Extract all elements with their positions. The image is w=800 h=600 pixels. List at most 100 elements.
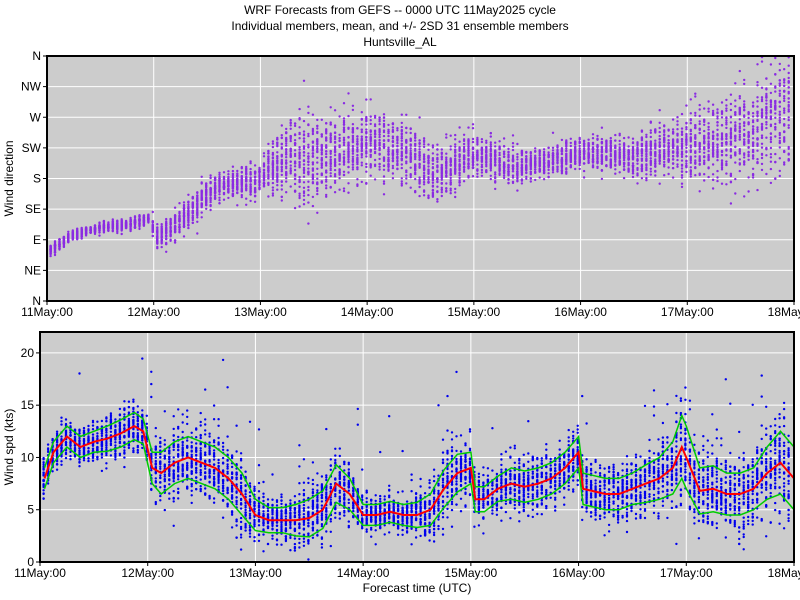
- member-point: [525, 171, 528, 174]
- member-point: [747, 121, 750, 124]
- member-point: [494, 145, 497, 148]
- member-point: [618, 157, 621, 160]
- member-point: [373, 132, 377, 135]
- member-point: [289, 139, 292, 143]
- member-point: [707, 147, 710, 150]
- member-point: [658, 145, 661, 149]
- member-point: [209, 176, 212, 180]
- member-point: [454, 138, 457, 141]
- member-point: [622, 155, 626, 158]
- member-point: [338, 156, 341, 159]
- member-point: [734, 127, 737, 130]
- member-point: [751, 104, 755, 107]
- member-point: [231, 169, 235, 173]
- member-point: [725, 104, 728, 107]
- member-point: [725, 116, 728, 120]
- member-point: [454, 154, 457, 157]
- member-point: [707, 140, 710, 143]
- member-point: [338, 133, 341, 136]
- member-point: [347, 150, 350, 153]
- member-point: [316, 183, 319, 186]
- member-point: [409, 160, 412, 164]
- member-point: [213, 185, 217, 188]
- member-point: [534, 159, 537, 163]
- member-point: [298, 132, 301, 136]
- member-point: [449, 145, 452, 148]
- member-point: [240, 178, 243, 181]
- member-point: [547, 161, 550, 164]
- member-point: [458, 167, 461, 170]
- member-point: [249, 199, 252, 203]
- member-point: [685, 165, 688, 168]
- member-point: [636, 148, 639, 151]
- member-point: [538, 156, 541, 160]
- member-point: [400, 150, 403, 153]
- member-point: [253, 195, 257, 198]
- member-point: [316, 138, 319, 141]
- member-point: [729, 108, 733, 112]
- member-point: [280, 147, 283, 150]
- member-point: [209, 192, 212, 196]
- member-point: [436, 148, 439, 151]
- member-point: [680, 167, 684, 170]
- member-point: [440, 163, 443, 167]
- member-point: [462, 180, 466, 183]
- member-point: [165, 235, 168, 238]
- member-point: [454, 149, 457, 152]
- member-point: [525, 155, 528, 158]
- member-point: [311, 140, 315, 143]
- member-point: [520, 182, 524, 185]
- member-point: [725, 121, 728, 124]
- member-point: [311, 154, 315, 158]
- member-point: [680, 155, 684, 159]
- member-point: [689, 150, 692, 154]
- member-point: [502, 172, 506, 175]
- member-point: [253, 182, 257, 186]
- member-point: [471, 175, 475, 178]
- member-point: [365, 155, 368, 158]
- member-point: [458, 176, 461, 180]
- member-point: [307, 170, 310, 173]
- member-point: [502, 137, 506, 140]
- member-point: [222, 182, 226, 186]
- member-point: [467, 126, 470, 129]
- member-point: [440, 156, 443, 159]
- member-point: [578, 163, 581, 167]
- member-point: [498, 159, 501, 162]
- member-point: [542, 156, 546, 160]
- member-point: [516, 158, 519, 161]
- member-point: [289, 167, 292, 170]
- member-point: [667, 166, 670, 169]
- member-point: [280, 136, 283, 140]
- member-point: [258, 187, 261, 190]
- member-point: [409, 166, 412, 169]
- member-point: [342, 117, 346, 120]
- member-point: [267, 160, 270, 163]
- member-point: [302, 171, 306, 175]
- member-point: [351, 104, 355, 108]
- member-point: [120, 228, 123, 231]
- member-point: [307, 222, 310, 225]
- member-point: [342, 156, 346, 159]
- member-point: [542, 178, 546, 181]
- member-point: [445, 160, 448, 163]
- member-point: [622, 165, 626, 168]
- member-point: [427, 143, 430, 146]
- member-point: [596, 138, 599, 141]
- member-point: [756, 142, 759, 145]
- member-point: [418, 139, 421, 142]
- member-point: [138, 219, 141, 223]
- member-point: [316, 150, 319, 154]
- member-point: [680, 133, 684, 136]
- member-point: [667, 129, 670, 132]
- member-point: [200, 182, 203, 185]
- member-point: [414, 132, 417, 135]
- member-point: [480, 171, 484, 174]
- member-point: [356, 153, 359, 157]
- member-point: [507, 169, 510, 173]
- member-point: [169, 239, 172, 242]
- member-point: [307, 152, 310, 155]
- member-point: [671, 167, 675, 170]
- member-point: [396, 139, 399, 142]
- member-point: [422, 140, 426, 144]
